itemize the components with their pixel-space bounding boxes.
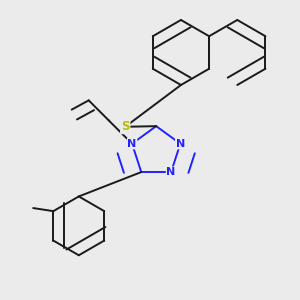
Text: N: N (167, 167, 176, 177)
Text: N: N (128, 139, 137, 149)
Text: S: S (121, 120, 130, 133)
Text: N: N (176, 139, 185, 149)
